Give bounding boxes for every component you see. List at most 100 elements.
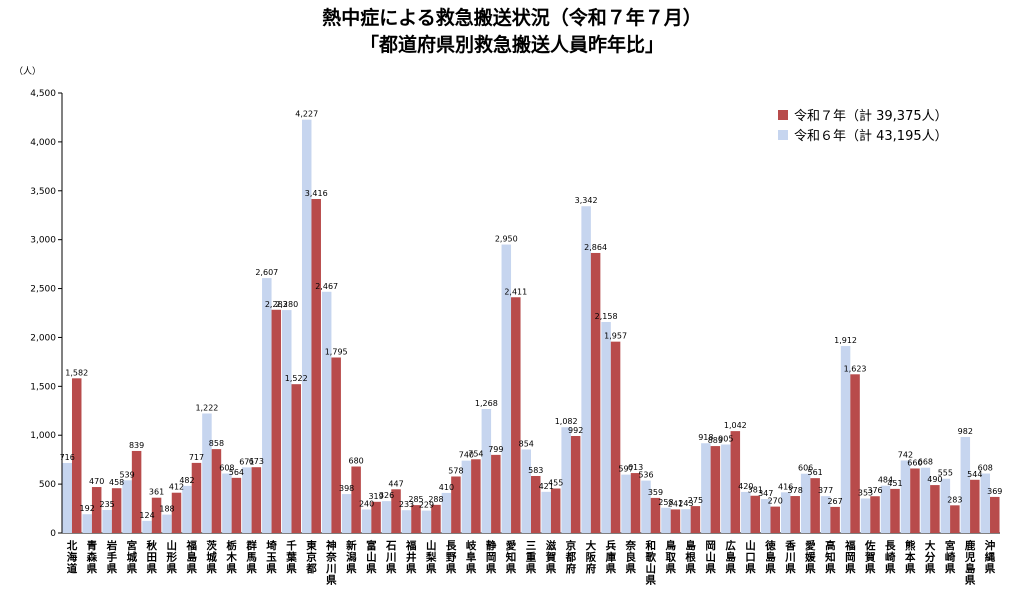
bar-r7 (231, 477, 242, 533)
data-label-r6: 2,467 (315, 282, 338, 291)
bar-r6 (521, 449, 531, 533)
x-tick-label: 徳島県 (764, 539, 776, 575)
data-label-r7: 1,042 (724, 421, 747, 430)
bar-r7 (371, 501, 381, 533)
x-tick-label: 青森県 (86, 539, 98, 575)
bar-r7 (590, 252, 601, 533)
data-label-r7: 564 (229, 468, 244, 477)
x-tick-label: 石川県 (385, 540, 397, 575)
bar-r7 (830, 506, 840, 533)
data-label-r7: 451 (887, 479, 902, 488)
data-label-r6: 192 (80, 504, 95, 513)
data-label-r6: 233 (399, 500, 414, 509)
bar-r6 (421, 510, 432, 533)
bar-r6 (262, 278, 272, 533)
data-label-r7: 680 (348, 457, 363, 466)
data-label-r7: 283 (947, 495, 962, 504)
data-label-r7: 1,795 (325, 347, 348, 356)
x-tick-label: 佐賀県 (864, 539, 876, 575)
bar-r7 (550, 488, 561, 533)
data-label-r7: 270 (768, 497, 783, 506)
x-tick-label: 鹿児島県 (964, 539, 976, 587)
data-label-r7: 470 (89, 477, 104, 486)
chart-subtitle: 「都道府県別救急搬送人員昨年比」 (360, 33, 664, 56)
data-label-r6: 243 (678, 499, 693, 508)
data-label-r7: 544 (967, 470, 982, 479)
data-label-r6: 671 (239, 457, 254, 466)
x-tick-label: 和歌山県 (644, 539, 656, 587)
data-label-r6: 905 (718, 435, 733, 444)
data-label-r6: 1,912 (834, 336, 857, 345)
data-label-r6: 353 (858, 488, 873, 497)
bar-r7 (670, 509, 681, 533)
bar-r7 (870, 496, 880, 533)
data-label-r7: 275 (688, 496, 703, 505)
data-label-r7: 1,522 (285, 374, 308, 383)
bar-r7 (391, 489, 401, 533)
bar-r7 (690, 506, 701, 533)
bar-r6 (461, 460, 472, 533)
bar-r7 (71, 378, 82, 533)
data-label-r6: 536 (638, 471, 653, 480)
bar-r7 (730, 431, 741, 533)
data-label-r7: 378 (788, 486, 803, 495)
y-tick-label: 3,500 (30, 187, 56, 197)
data-labels: 7161,58219247023545853983912436118841248… (60, 110, 1003, 520)
y-tick-label: 4,000 (30, 138, 56, 148)
data-label-r6: 597 (618, 465, 633, 474)
x-tick-label: 北海道 (67, 539, 78, 575)
bar-r6 (142, 520, 152, 533)
bar-r7 (151, 497, 162, 533)
data-label-r7: 858 (209, 439, 224, 448)
data-label-r7: 267 (827, 497, 842, 506)
data-label-r6: 742 (898, 450, 913, 459)
bar-r6 (721, 444, 731, 533)
bar-r6 (541, 491, 551, 533)
data-label-r7: 673 (249, 457, 264, 466)
bar-r7 (251, 467, 262, 533)
x-tick-label: 群馬県 (246, 539, 257, 575)
data-label-r7: 1,582 (65, 368, 88, 377)
x-tick-label: 長野県 (446, 540, 457, 575)
bar-r6 (501, 244, 512, 534)
bar-r7 (531, 475, 541, 533)
x-tick-label: 香川県 (784, 539, 796, 575)
x-tick-label: 広島県 (725, 539, 736, 575)
bar-r7 (970, 479, 980, 533)
data-label-r6: 377 (818, 486, 833, 495)
bar-r7 (990, 496, 1000, 533)
bar-r6 (441, 492, 452, 533)
bar-r7 (211, 449, 222, 533)
bar-r7 (471, 459, 481, 533)
bar-r7 (311, 198, 321, 534)
bar-r7 (570, 436, 581, 533)
bar-r6 (661, 507, 671, 533)
data-label-r6: 410 (439, 483, 454, 492)
bar-r6 (222, 473, 232, 533)
bar-r7 (351, 466, 361, 533)
data-label-r6: 484 (878, 476, 893, 485)
bar-r6 (162, 514, 172, 533)
data-label-r7: 2,864 (584, 243, 607, 252)
data-label-r7: 288 (428, 495, 443, 504)
data-label-r7: 578 (448, 466, 463, 475)
x-tick-label: 奈良県 (625, 539, 637, 575)
data-label-r7: 285 (408, 495, 423, 504)
x-tick-label: 福井県 (405, 539, 417, 575)
bar-r6 (82, 514, 92, 533)
bar-r7 (491, 454, 501, 533)
data-label-r6: 555 (938, 469, 953, 478)
data-label-r6: 3,342 (575, 196, 598, 205)
bar-r7 (630, 473, 641, 533)
bar-r6 (341, 494, 352, 533)
data-label-r7: 561 (808, 468, 823, 477)
bar-r7 (950, 505, 960, 533)
data-label-r7: 1,957 (604, 332, 627, 341)
bar-r6 (621, 474, 631, 533)
bar-r6 (301, 119, 312, 534)
data-label-r7: 458 (109, 478, 124, 487)
data-label-r6: 124 (139, 511, 154, 520)
bar-r7 (850, 374, 860, 533)
x-tick-label: 新潟県 (346, 539, 357, 575)
x-tick-label: 岐阜県 (466, 539, 477, 575)
